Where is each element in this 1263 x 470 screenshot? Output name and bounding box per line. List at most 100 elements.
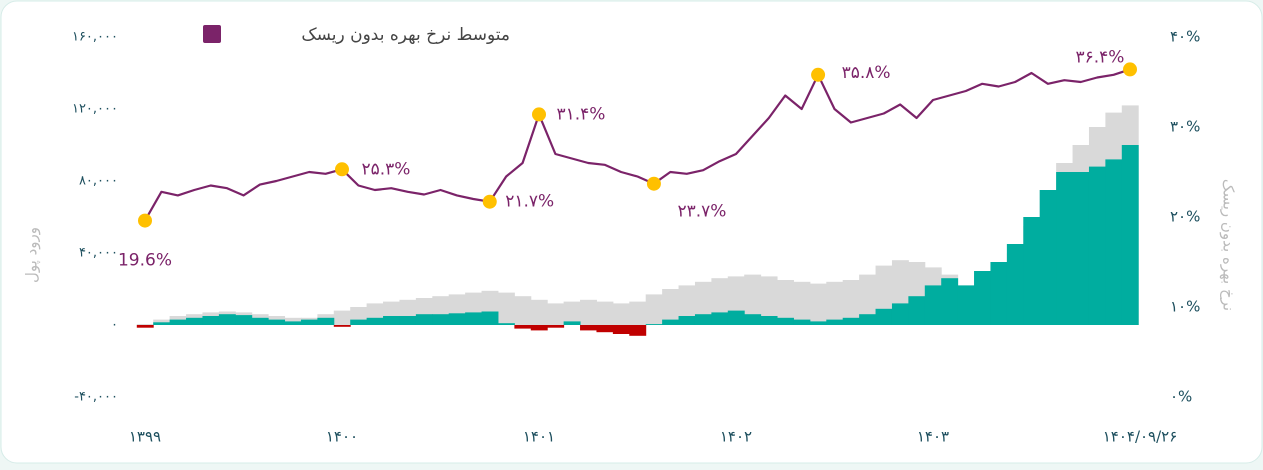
bar bbox=[809, 283, 827, 325]
bar bbox=[284, 321, 302, 325]
bar bbox=[842, 280, 860, 325]
bar bbox=[777, 280, 794, 325]
bar bbox=[514, 325, 532, 329]
bar bbox=[990, 262, 1008, 325]
bar bbox=[1088, 166, 1106, 325]
data-label: ۳۵.۸% bbox=[842, 63, 891, 83]
marker bbox=[1123, 62, 1137, 77]
bar bbox=[169, 319, 187, 325]
bar bbox=[694, 314, 712, 325]
bar bbox=[432, 314, 450, 325]
bar bbox=[333, 310, 351, 325]
bar bbox=[793, 319, 811, 325]
bar bbox=[744, 274, 762, 325]
bar bbox=[186, 317, 203, 325]
bar bbox=[924, 285, 942, 325]
bar bbox=[1039, 190, 1057, 325]
data-label: ۲۱.۷% bbox=[505, 192, 554, 212]
bar bbox=[1121, 145, 1139, 325]
bar bbox=[908, 296, 926, 325]
marker bbox=[646, 176, 661, 191]
legend-label: متوسط نرخ بهره بدون ریسک bbox=[301, 25, 510, 45]
x-tick-label: ۱۳۹۹ bbox=[129, 428, 161, 446]
bar bbox=[317, 317, 335, 325]
x-tick-label: ۱۴۰۲ bbox=[720, 428, 752, 446]
bar bbox=[448, 313, 466, 325]
bar bbox=[645, 294, 663, 325]
bar bbox=[202, 316, 220, 325]
bar bbox=[662, 289, 680, 325]
y-tick-label: ۱۲۰,۰۰۰ bbox=[72, 102, 118, 117]
bar bbox=[793, 281, 811, 325]
bar bbox=[136, 324, 154, 325]
bar bbox=[497, 323, 515, 325]
data-label: ۲۳.۷% bbox=[677, 202, 726, 222]
bar bbox=[268, 319, 286, 325]
bar bbox=[760, 276, 778, 325]
y2-tick-label: ۱۰% bbox=[1170, 298, 1200, 316]
marker bbox=[811, 67, 826, 82]
bar bbox=[1006, 244, 1024, 325]
bar bbox=[580, 299, 597, 325]
bar bbox=[251, 317, 269, 325]
bar bbox=[727, 310, 745, 325]
bar bbox=[415, 314, 433, 325]
bar bbox=[530, 299, 548, 325]
bar bbox=[1105, 159, 1123, 325]
bar bbox=[300, 319, 318, 325]
bar bbox=[383, 316, 400, 325]
marker bbox=[335, 162, 349, 177]
bar bbox=[596, 325, 614, 333]
bar bbox=[481, 311, 499, 325]
bar bbox=[744, 314, 762, 325]
bar bbox=[465, 312, 483, 325]
x-tick-label: ۱۴۰۳ bbox=[917, 428, 949, 446]
bar bbox=[678, 316, 696, 325]
bar bbox=[941, 278, 959, 325]
bar bbox=[760, 316, 778, 325]
bar bbox=[596, 301, 614, 325]
bar bbox=[218, 314, 236, 325]
bar bbox=[497, 292, 515, 325]
y2-tick-label: ۰% bbox=[1170, 388, 1192, 406]
bar bbox=[711, 312, 729, 325]
bar bbox=[612, 325, 630, 334]
bar bbox=[974, 271, 991, 325]
bar bbox=[1056, 172, 1074, 325]
bar bbox=[366, 317, 384, 325]
bar bbox=[809, 321, 827, 325]
data-label: 19.6% bbox=[118, 251, 172, 271]
bar bbox=[678, 285, 696, 325]
bar bbox=[662, 319, 680, 325]
y-tick-label: ۱۶۰,۰۰۰ bbox=[72, 30, 118, 45]
y-axis-label: ورود پول bbox=[23, 227, 42, 283]
bar bbox=[1072, 172, 1090, 325]
bar bbox=[777, 317, 794, 325]
data-label: ۳۶.۴% bbox=[1076, 47, 1125, 67]
bar bbox=[842, 317, 860, 325]
bar bbox=[1023, 217, 1041, 325]
bar bbox=[875, 308, 893, 325]
marker bbox=[138, 213, 152, 228]
x-tick-label: ۱۴۰۱ bbox=[523, 428, 555, 446]
y-tick-label: ۰ bbox=[111, 318, 118, 333]
bar bbox=[629, 301, 647, 325]
bar bbox=[136, 325, 154, 328]
bar bbox=[563, 321, 581, 325]
y2-tick-label: ۴۰% bbox=[1170, 28, 1200, 46]
bar bbox=[826, 281, 844, 325]
y-tick-label: -۴۰,۰۰۰ bbox=[74, 390, 118, 405]
bar bbox=[547, 303, 565, 325]
bar bbox=[530, 325, 548, 331]
bar bbox=[891, 303, 909, 325]
bar bbox=[514, 296, 532, 325]
bar bbox=[645, 324, 663, 325]
bar bbox=[235, 315, 253, 325]
marker bbox=[482, 194, 497, 209]
bar bbox=[350, 319, 368, 325]
bar bbox=[153, 322, 171, 325]
data-label: ۳۱.۴% bbox=[557, 104, 606, 124]
bar bbox=[399, 316, 417, 325]
y-tick-label: ۴۰,۰۰۰ bbox=[79, 246, 118, 261]
